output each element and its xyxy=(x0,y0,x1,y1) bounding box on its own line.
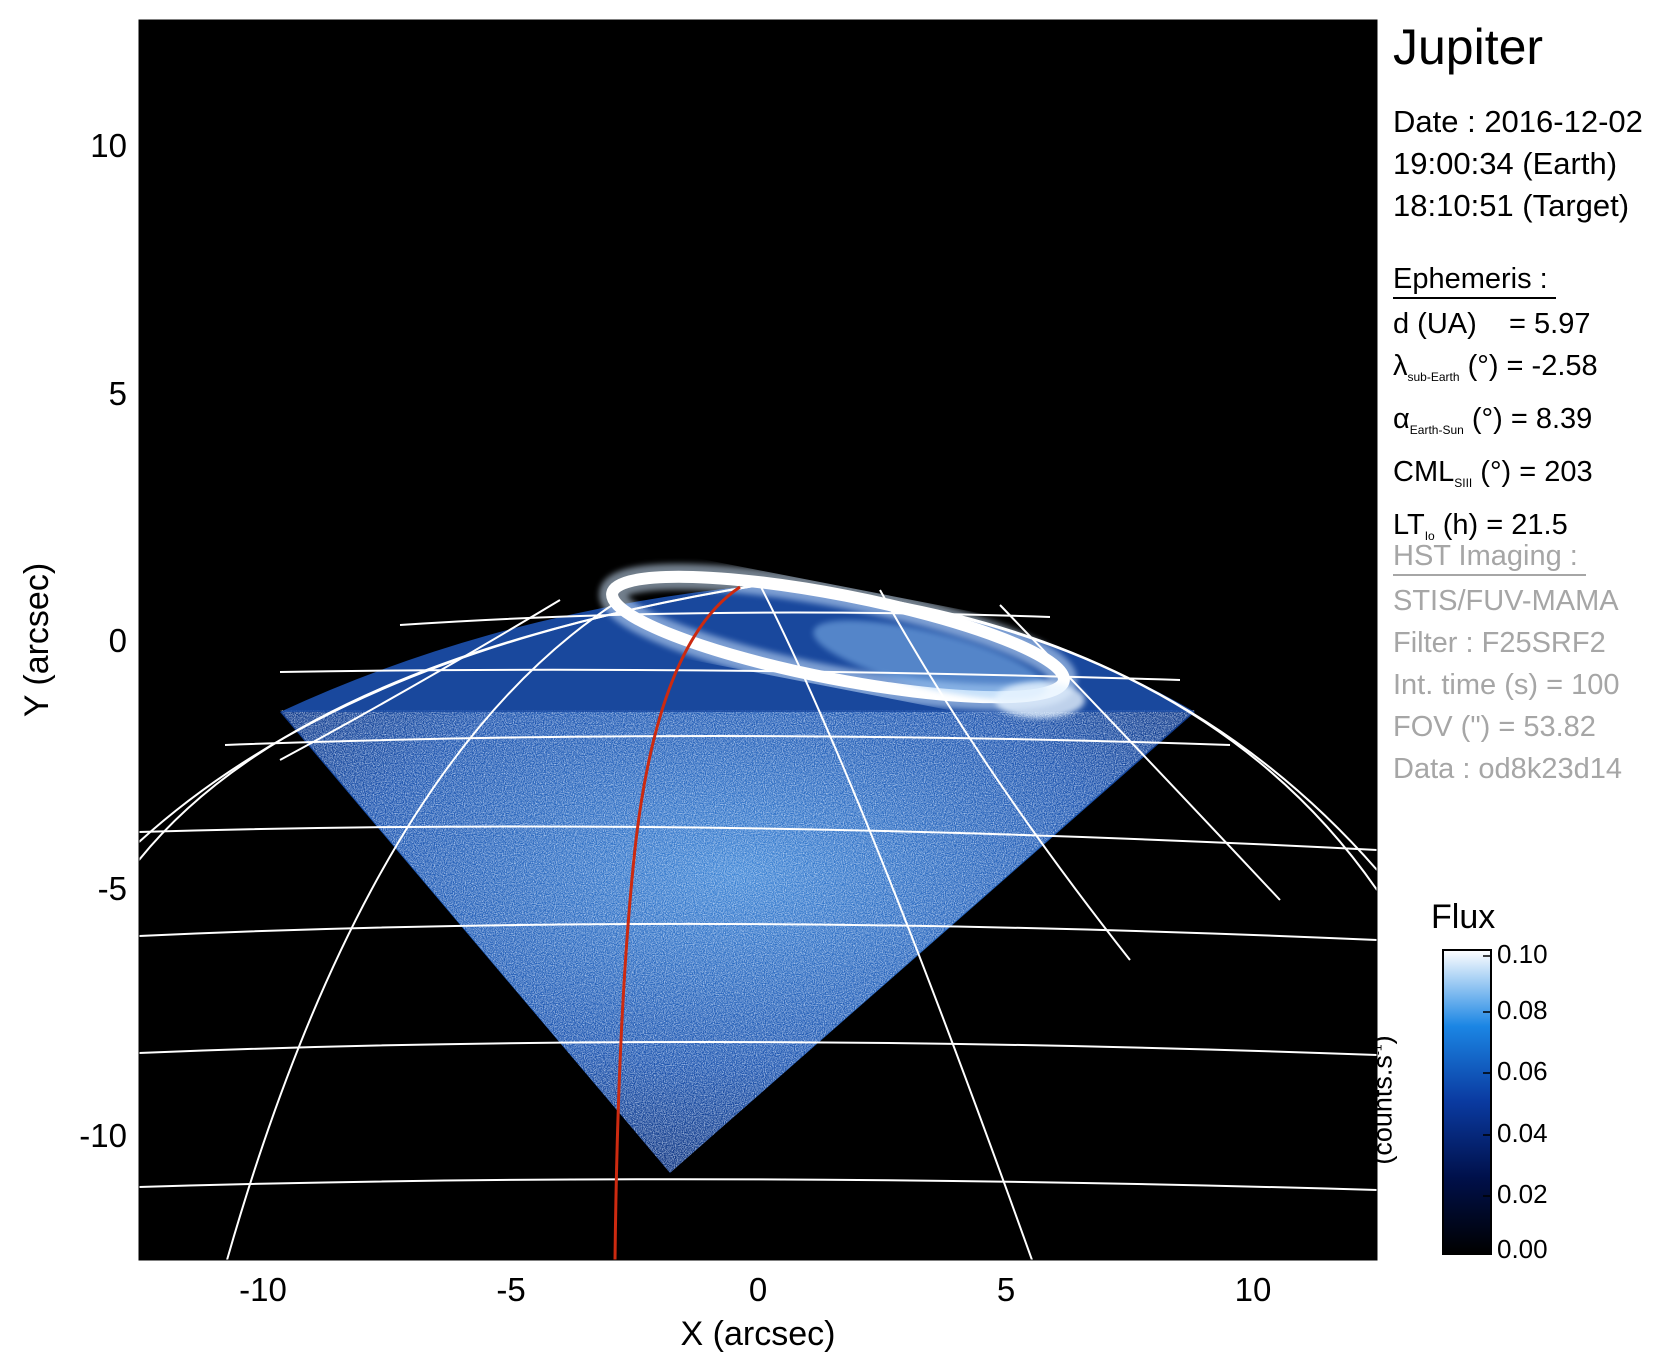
x-axis-ticks xyxy=(262,1250,1254,1260)
filter-line: Filter : F25SRF2 xyxy=(1393,627,1606,659)
colorbar-tick-label: 0.04 xyxy=(1497,1118,1548,1148)
integration-time-line: Int. time (s) = 100 xyxy=(1393,669,1620,701)
colorbar-title: Flux xyxy=(1431,898,1496,936)
phase-angle-line: αEarth-Sun (°) = 8.39 xyxy=(1393,403,1593,437)
cml-line: CMLSIII (°) = 203 xyxy=(1393,456,1593,490)
x-tick-label: 5 xyxy=(997,1271,1015,1308)
hst-imaging-block: HST Imaging : STIS/FUV-MAMA Filter : F25… xyxy=(1393,535,1622,790)
sub-earth-latitude-line: λsub-Earth (°) = -2.58 xyxy=(1393,350,1598,384)
colorbar-ticks xyxy=(1483,955,1491,1197)
y-axis-ticks xyxy=(139,143,149,1137)
y-tick-label: 10 xyxy=(90,127,127,164)
y-axis-label: Y (arcsec) xyxy=(18,563,56,717)
planet-graticule xyxy=(139,583,1377,1260)
ephemeris-block: Ephemeris : d (UA) = 5.97 λsub-Earth (°)… xyxy=(1393,258,1598,557)
distance-line: d (UA) = 5.97 xyxy=(1393,308,1591,340)
x-tick-label: 0 xyxy=(749,1271,767,1308)
io-local-time-line: LTIo (h) = 21.5 xyxy=(1393,509,1568,543)
ephemeris-header: Ephemeris : xyxy=(1393,261,1556,299)
planet-title: Jupiter xyxy=(1393,19,1544,75)
central-meridian-line xyxy=(613,585,741,1260)
colorbar-tick-label: 0.00 xyxy=(1497,1234,1548,1264)
x-tick-labels: -10 -5 0 5 10 xyxy=(239,1271,1271,1308)
y-tick-label: 0 xyxy=(109,622,127,659)
auroral-oval xyxy=(599,563,1085,718)
y-tick-labels: 10 5 0 -5 -10 xyxy=(79,127,127,1154)
earth-time-line: 19:00:34 (Earth) xyxy=(1393,146,1618,181)
colorbar-tick-label: 0.08 xyxy=(1497,995,1548,1025)
y-tick-label: -10 xyxy=(79,1117,127,1154)
colorbar-tick-label: 0.10 xyxy=(1497,939,1548,969)
x-tick-label: -5 xyxy=(496,1271,525,1308)
colorbar-tick-label: 0.06 xyxy=(1497,1056,1548,1086)
y-tick-label: 5 xyxy=(109,375,127,412)
colorbar-tick-label: 0.02 xyxy=(1497,1179,1548,1209)
date-line: Date : 2016-12-02 xyxy=(1393,104,1643,139)
x-axis-label: X (arcsec) xyxy=(681,1315,836,1353)
target-time-line: 18:10:51 (Target) xyxy=(1393,188,1630,223)
fov-line: FOV (") = 53.82 xyxy=(1393,711,1596,743)
observation-date: Date : 2016-12-02 19:00:34 (Earth) 18:10… xyxy=(1393,101,1643,227)
data-id-line: Data : od8k23d14 xyxy=(1393,753,1622,785)
y-tick-label: -5 xyxy=(98,870,127,907)
instrument-line: STIS/FUV-MAMA xyxy=(1393,585,1619,617)
x-tick-label: -10 xyxy=(239,1271,287,1308)
colorbar xyxy=(1442,949,1492,1255)
colorbar-unit-label: (counts.s-1) xyxy=(1367,1035,1398,1165)
hst-header: HST Imaging : xyxy=(1393,538,1586,576)
x-tick-label: 10 xyxy=(1235,1271,1272,1308)
